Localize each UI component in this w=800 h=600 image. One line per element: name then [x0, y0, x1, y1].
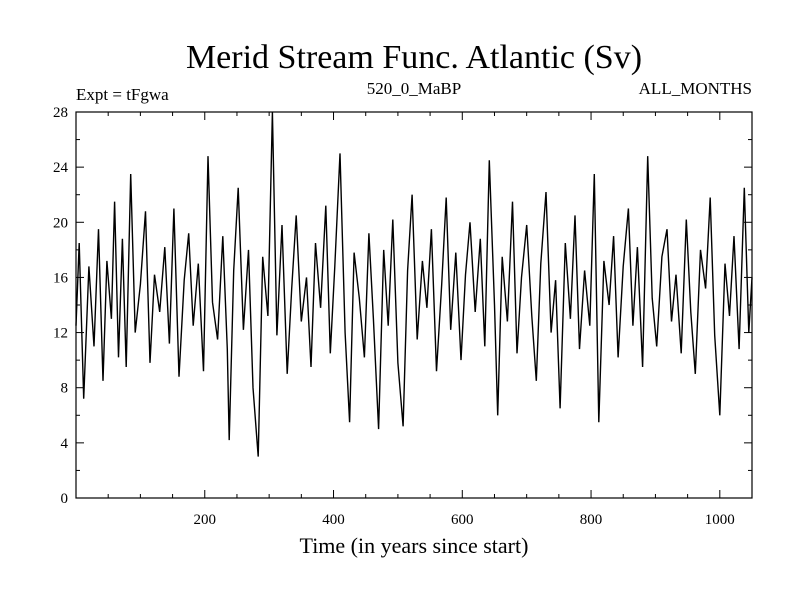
- y-tick-label: 20: [53, 215, 68, 231]
- x-tick-label: 600: [451, 512, 474, 528]
- plot-frame: [75, 111, 753, 499]
- y-tick-label: 8: [61, 381, 69, 397]
- chart-title: Merid Stream Func. Atlantic (Sv): [186, 39, 642, 76]
- y-tick-label: 4: [61, 436, 69, 452]
- subtitle-center: 520_0_MaBP: [367, 79, 461, 98]
- axis-tick-labels: 200 400 600 800 1000 0 4 8 12 16 20 24 28: [53, 105, 735, 528]
- x-tick-label: 200: [194, 512, 217, 528]
- y-tick-label: 0: [61, 491, 69, 507]
- series-line: [75, 111, 753, 457]
- x-tick-label: 400: [322, 512, 345, 528]
- y-tick-label: 12: [53, 326, 68, 342]
- x-tick-label: 800: [580, 512, 603, 528]
- x-axis-label: Time (in years since start): [300, 533, 529, 558]
- subtitle-right: ALL_MONTHS: [639, 79, 752, 98]
- y-tick-label: 16: [53, 270, 69, 286]
- x-tick-label: 1000: [705, 512, 735, 528]
- y-tick-label: 24: [53, 160, 69, 176]
- subtitle-left: Expt = tFgwa: [76, 85, 169, 104]
- axis-ticks: [76, 111, 752, 499]
- y-tick-label: 28: [53, 105, 68, 121]
